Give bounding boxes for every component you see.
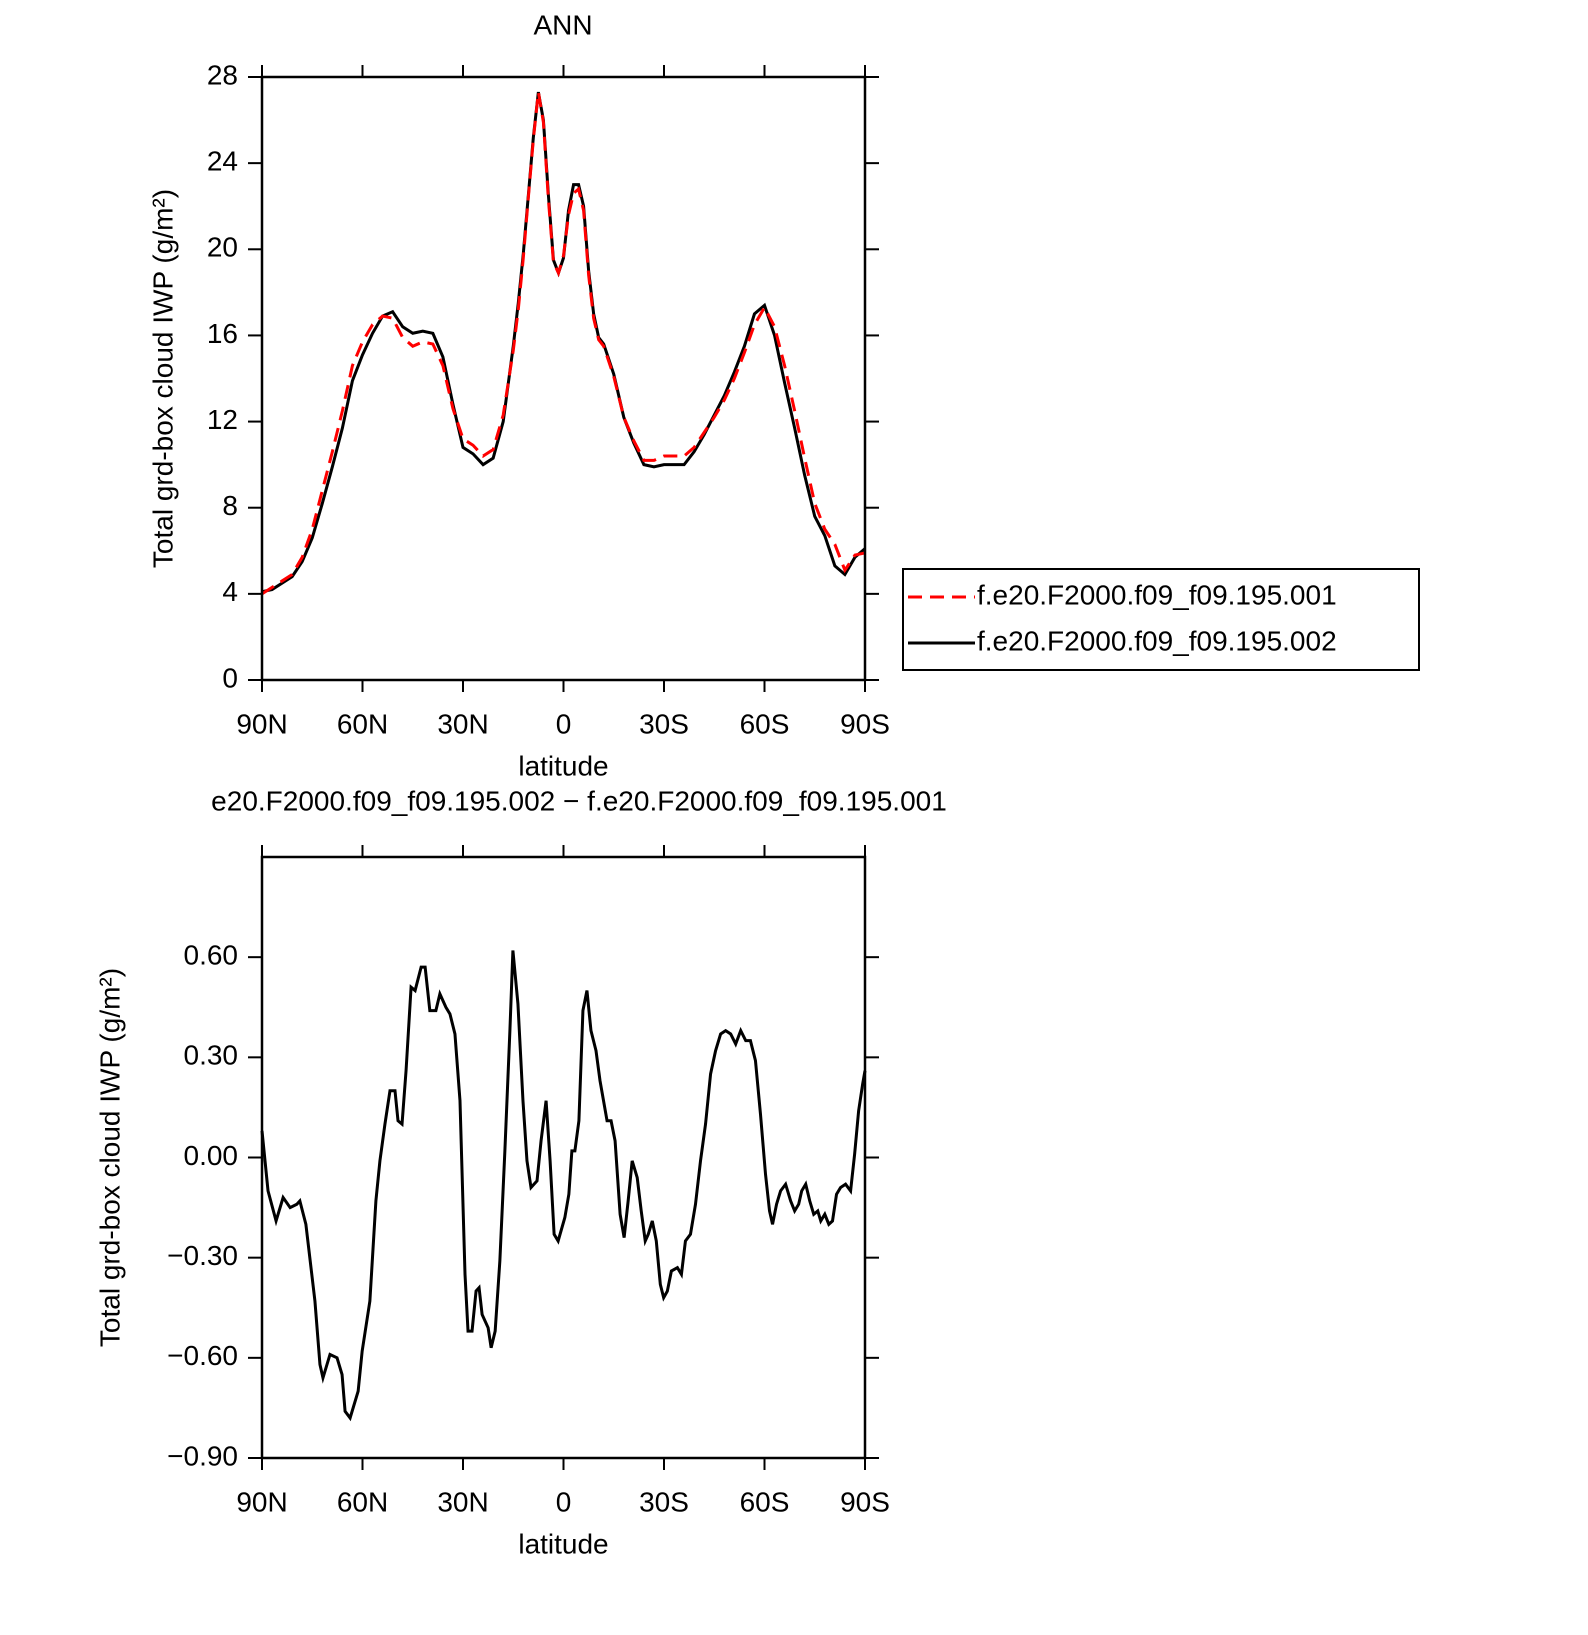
- plot-frame: [260, 855, 867, 1460]
- y-tick-label: 24: [207, 146, 238, 177]
- y-tick-label: 4: [222, 576, 238, 607]
- x-tick-label: 90S: [840, 708, 890, 739]
- x-tick-label: 30S: [639, 1486, 689, 1517]
- data-line: [261, 91, 866, 594]
- x-tick-label: 30S: [639, 708, 689, 739]
- legend-label: f.e20.F2000.f09_f09.195.002: [977, 625, 1337, 656]
- data-line: [261, 91, 866, 596]
- x-tick-label: 90S: [840, 1486, 890, 1517]
- chart-title: ANN: [533, 9, 592, 40]
- y-tick-label: 0.00: [184, 1140, 239, 1171]
- x-tick-label: 30N: [437, 1486, 488, 1517]
- x-tick-label: 60N: [337, 708, 388, 739]
- y-tick-label: 0.30: [184, 1040, 239, 1071]
- x-axis-label: latitude: [518, 750, 608, 781]
- plot-frame: [260, 75, 867, 682]
- y-tick-label: 20: [207, 232, 238, 263]
- chart-title: e20.F2000.f09_f09.195.002 − f.e20.F2000.…: [211, 785, 947, 816]
- x-tick-label: 90N: [236, 708, 287, 739]
- y-tick-label: 0: [222, 662, 238, 693]
- x-tick-label: 30N: [437, 708, 488, 739]
- y-tick-label: −0.60: [167, 1340, 238, 1371]
- x-tick-label: 60S: [740, 1486, 790, 1517]
- y-tick-label: 28: [207, 59, 238, 90]
- y-axis-label: Total grd-box cloud IWP (g/m²): [147, 189, 178, 568]
- data-line: [260, 950, 867, 1422]
- x-tick-label: 60S: [740, 708, 790, 739]
- x-tick-label: 0: [556, 1486, 572, 1517]
- y-tick-label: 0.60: [184, 940, 239, 971]
- x-tick-label: 60N: [337, 1486, 388, 1517]
- x-axis-label: latitude: [518, 1528, 608, 1559]
- y-tick-label: 12: [207, 404, 238, 435]
- y-axis-label: Total grd-box cloud IWP (g/m²): [94, 968, 125, 1347]
- y-tick-label: −0.30: [167, 1240, 238, 1271]
- legend-box: [902, 568, 1420, 671]
- y-tick-label: −0.90: [167, 1440, 238, 1471]
- x-tick-label: 0: [556, 708, 572, 739]
- y-tick-label: 8: [222, 490, 238, 521]
- legend-label: f.e20.F2000.f09_f09.195.001: [977, 579, 1337, 610]
- x-tick-label: 90N: [236, 1486, 287, 1517]
- y-tick-label: 16: [207, 318, 238, 349]
